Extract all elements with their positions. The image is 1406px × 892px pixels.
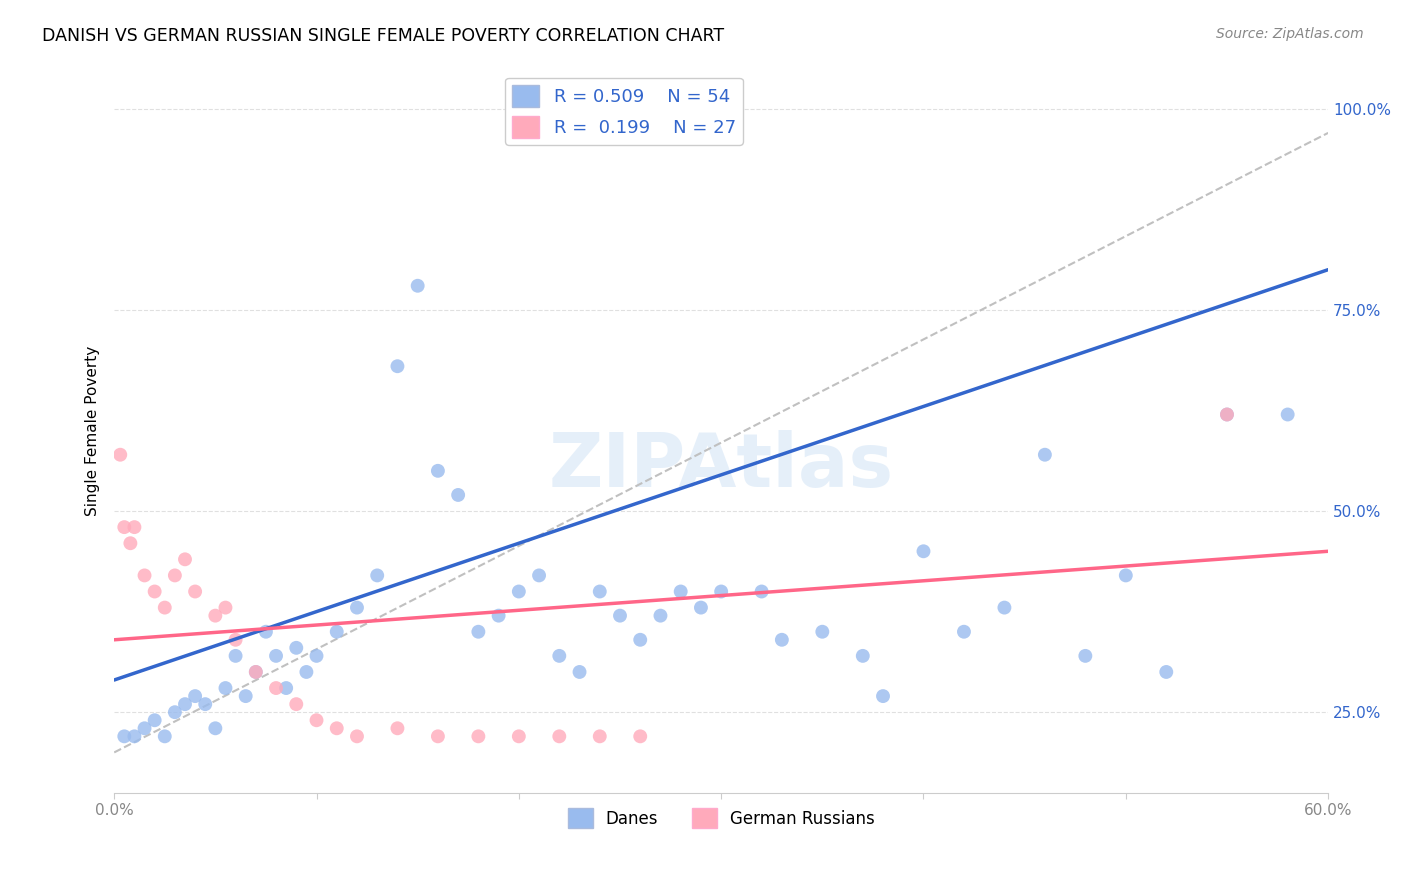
Point <box>134 721 156 735</box>
Point <box>245 665 267 679</box>
Point <box>254 624 277 639</box>
Point <box>174 552 197 566</box>
Point <box>1074 648 1097 663</box>
Point <box>488 608 510 623</box>
Point <box>143 713 166 727</box>
Point <box>174 697 197 711</box>
Point <box>194 697 217 711</box>
Point <box>305 648 328 663</box>
Point <box>120 536 142 550</box>
Y-axis label: Single Female Poverty: Single Female Poverty <box>86 345 100 516</box>
Point <box>285 697 308 711</box>
Point <box>163 568 186 582</box>
Point <box>1115 568 1137 582</box>
Point <box>204 721 226 735</box>
Point <box>143 584 166 599</box>
Point <box>295 665 318 679</box>
Point <box>406 278 429 293</box>
Point <box>134 568 156 582</box>
Point <box>264 648 287 663</box>
Point <box>346 729 368 743</box>
Point <box>751 584 773 599</box>
Point <box>426 464 449 478</box>
Point <box>508 584 530 599</box>
Point <box>628 632 651 647</box>
Point <box>548 648 571 663</box>
Point <box>225 632 247 647</box>
Point <box>163 705 186 719</box>
Point <box>387 359 409 374</box>
Point <box>235 689 257 703</box>
Point <box>527 568 550 582</box>
Point <box>1216 408 1239 422</box>
Point <box>1033 448 1056 462</box>
Point <box>112 520 135 534</box>
Point <box>710 584 733 599</box>
Point <box>628 729 651 743</box>
Legend: Danes, German Russians: Danes, German Russians <box>561 801 882 835</box>
Point <box>264 681 287 695</box>
Point <box>589 729 612 743</box>
Point <box>811 624 834 639</box>
Point <box>690 600 713 615</box>
Point <box>650 608 672 623</box>
Point <box>326 624 349 639</box>
Point <box>124 729 146 743</box>
Text: ZIPAtlas: ZIPAtlas <box>548 430 894 503</box>
Point <box>110 448 132 462</box>
Point <box>548 729 571 743</box>
Point <box>953 624 976 639</box>
Point <box>447 488 470 502</box>
Point <box>387 721 409 735</box>
Point <box>326 721 349 735</box>
Point <box>993 600 1015 615</box>
Point <box>153 600 176 615</box>
Point <box>872 689 894 703</box>
Point <box>225 648 247 663</box>
Point <box>568 665 591 679</box>
Text: DANISH VS GERMAN RUSSIAN SINGLE FEMALE POVERTY CORRELATION CHART: DANISH VS GERMAN RUSSIAN SINGLE FEMALE P… <box>42 27 724 45</box>
Point <box>346 600 368 615</box>
Point <box>112 729 135 743</box>
Point <box>770 632 793 647</box>
Point <box>305 713 328 727</box>
Point <box>184 689 207 703</box>
Point <box>467 729 489 743</box>
Point <box>609 608 631 623</box>
Point <box>153 729 176 743</box>
Point <box>508 729 530 743</box>
Point <box>245 665 267 679</box>
Text: Source: ZipAtlas.com: Source: ZipAtlas.com <box>1216 27 1364 41</box>
Point <box>184 584 207 599</box>
Point <box>214 681 236 695</box>
Point <box>852 648 875 663</box>
Point <box>1216 408 1239 422</box>
Point <box>589 584 612 599</box>
Point <box>276 681 298 695</box>
Point <box>1156 665 1178 679</box>
Point <box>285 640 308 655</box>
Point <box>1277 408 1299 422</box>
Point <box>124 520 146 534</box>
Point <box>669 584 692 599</box>
Point <box>912 544 935 558</box>
Point <box>467 624 489 639</box>
Point <box>214 600 236 615</box>
Point <box>204 608 226 623</box>
Point <box>426 729 449 743</box>
Point <box>366 568 388 582</box>
